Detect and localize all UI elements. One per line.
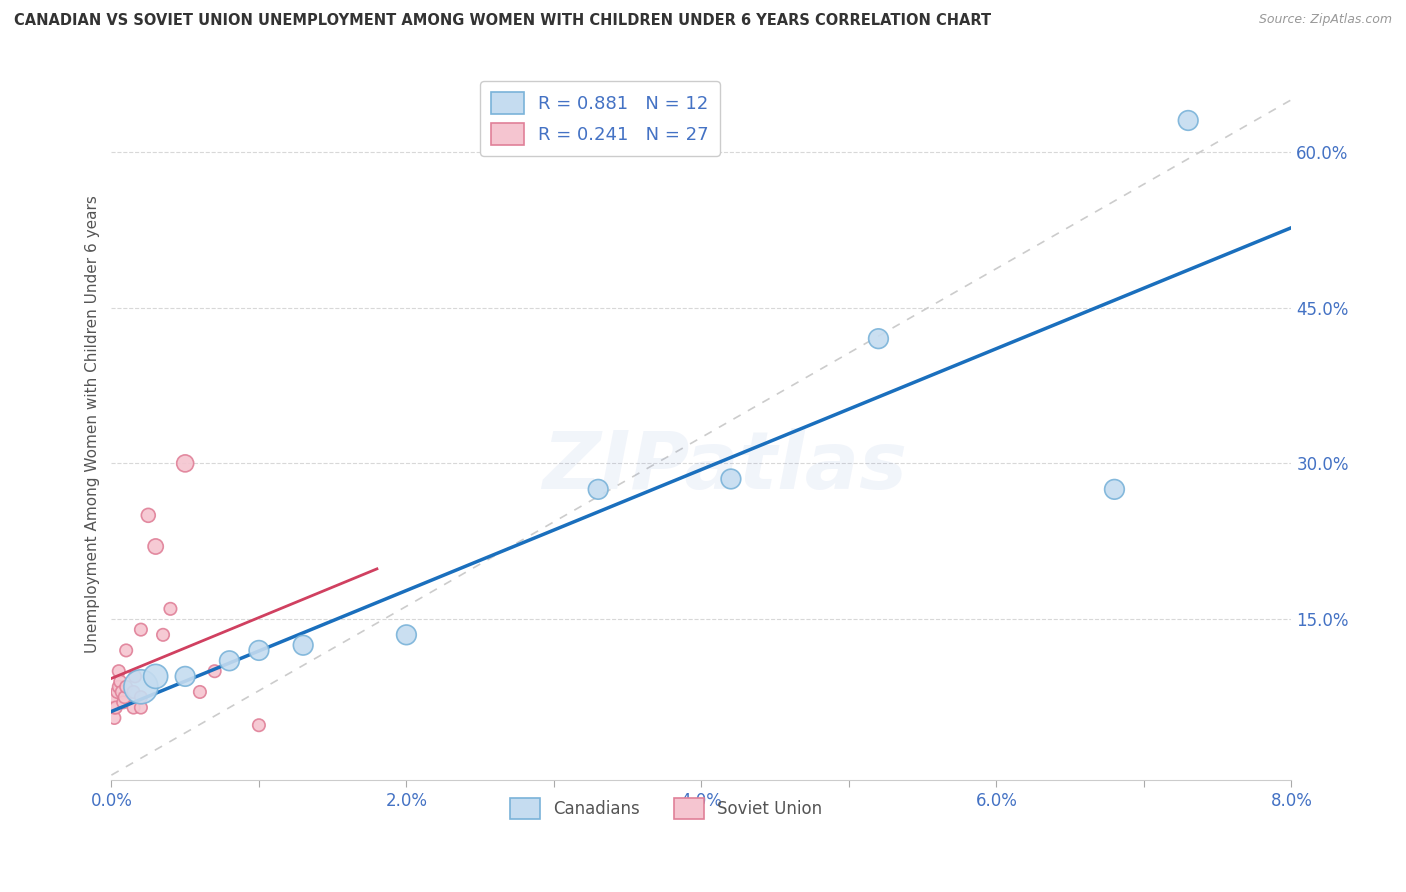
Point [114,690,136,705]
Point [103,711,125,725]
Point [247,718,270,732]
Point [720,472,742,486]
Point [111,685,134,699]
Point [103,700,125,714]
Point [395,628,418,642]
Legend: Canadians, Soviet Union: Canadians, Soviet Union [503,792,828,825]
Point [188,685,211,699]
Point [115,643,138,657]
Point [129,623,152,637]
Point [1104,483,1126,497]
Point [112,695,135,709]
Point [218,654,240,668]
Point [103,690,125,705]
Point [159,602,181,616]
Point [174,669,197,683]
Point [586,483,609,497]
Point [124,669,146,683]
Point [247,643,270,657]
Point [145,540,167,554]
Point [129,680,152,694]
Point [115,680,138,694]
Point [107,664,129,678]
Text: ZIPatlas: ZIPatlas [543,428,907,506]
Point [104,700,127,714]
Point [110,674,132,689]
Point [122,685,145,699]
Point [145,669,167,683]
Point [122,700,145,714]
Point [105,685,128,699]
Text: Source: ZipAtlas.com: Source: ZipAtlas.com [1258,13,1392,27]
Y-axis label: Unemployment Among Women with Children Under 6 years: Unemployment Among Women with Children U… [86,195,100,653]
Point [868,332,890,346]
Point [174,456,197,470]
Point [129,700,152,714]
Point [129,690,152,705]
Point [136,508,159,523]
Point [204,664,226,678]
Text: CANADIAN VS SOVIET UNION UNEMPLOYMENT AMONG WOMEN WITH CHILDREN UNDER 6 YEARS CO: CANADIAN VS SOVIET UNION UNEMPLOYMENT AM… [14,13,991,29]
Point [152,628,174,642]
Point [1177,113,1199,128]
Point [107,680,129,694]
Point [292,638,315,652]
